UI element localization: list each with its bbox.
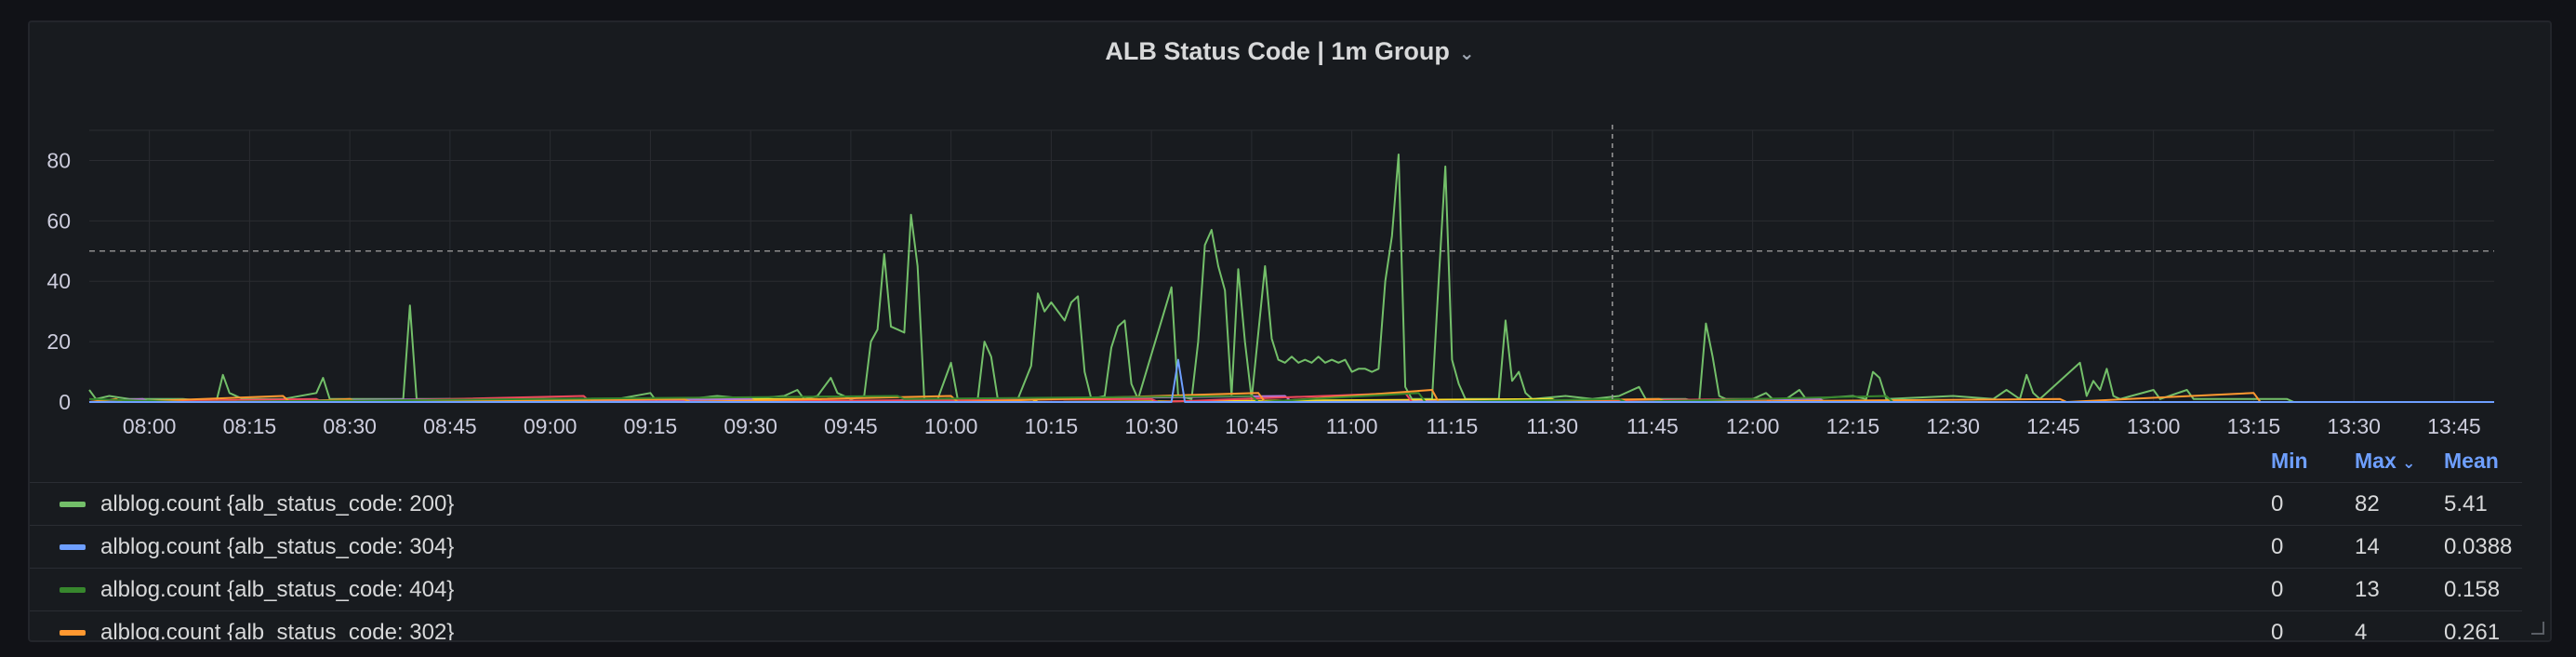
legend-mean-value: 5.41 [2444,491,2488,516]
legend-color-swatch [60,587,86,593]
legend-min-value: 0 [2271,534,2284,559]
y-tick-label: 20 [46,329,71,354]
legend-header-min[interactable]: Min [2271,449,2308,473]
x-tick-label: 12:15 [1826,414,1880,438]
legend-series-name[interactable]: alblog.count {alb_status_code: 200} [100,491,455,516]
panel-title-text: ALB Status Code | 1m Group [1105,37,1450,65]
legend-min-value: 0 [2271,620,2284,642]
legend-row[interactable]: alblog.count {alb_status_code: 404} 0 13 0.… [30,568,2522,611]
chevron-down-icon: ⌄ [2402,454,2416,472]
x-tick-label: 08:30 [323,414,377,438]
y-tick-label: 0 [59,390,71,414]
legend-series-name[interactable]: alblog.count {alb_status_code: 404} [100,577,455,602]
x-tick-label: 11:30 [1526,414,1578,438]
legend-header-mean[interactable]: Mean [2444,449,2499,473]
x-tick-label: 09:15 [624,414,678,438]
x-tick-label: 10:00 [924,414,978,438]
x-tick-label: 13:15 [2227,414,2281,438]
series-line [89,358,2494,403]
legend-row[interactable]: alblog.count {alb_status_code: 304} 0 14 0.… [30,525,2522,569]
x-tick-label: 12:30 [1926,414,1980,438]
x-tick-label: 11:00 [1326,414,1378,438]
x-tick-label: 13:45 [2427,414,2481,438]
legend-max-value: 4 [2355,620,2368,642]
legend-mean-value: 0.261 [2444,620,2501,642]
x-tick-label: 10:15 [1025,414,1079,438]
chevron-down-icon[interactable]: ⌄ [1458,44,1475,64]
x-tick-label: 10:45 [1225,414,1279,438]
x-tick-label: 12:45 [2026,414,2080,438]
x-tick-label: 11:45 [1627,414,1679,438]
resize-handle-icon[interactable] [2531,622,2544,635]
y-tick-label: 80 [46,148,71,172]
x-tick-label: 13:00 [2127,414,2181,438]
legend-min-value: 0 [2271,491,2284,516]
legend-color-swatch [60,630,86,636]
x-tick-label: 08:45 [423,414,477,438]
x-tick-label: 10:30 [1124,414,1178,438]
legend-header-max[interactable]: Max ⌄ [2355,449,2415,474]
y-tick-label: 40 [46,269,71,293]
legend-mean-value: 0.0388 [2444,534,2513,559]
x-tick-label: 08:15 [223,414,277,438]
legend-color-swatch [60,502,86,507]
graph-panel: ALB Status Code | 1m Group ⌄ 0 20 40 60 80 08:… [28,20,2552,642]
y-tick-label: 60 [46,208,71,233]
legend-max-value: 14 [2355,534,2380,559]
panel-title[interactable]: ALB Status Code | 1m Group ⌄ [30,37,2550,66]
x-tick-label: 12:00 [1726,414,1780,438]
x-tick-label: 11:15 [1426,414,1478,438]
legend-min-value: 0 [2271,577,2284,602]
legend-mean-value: 0.158 [2444,577,2501,602]
legend-color-swatch [60,544,86,550]
legend-header-max-label: Max [2355,449,2397,473]
legend-row[interactable]: alblog.count {alb_status_code: 200} 0 82 5.… [30,482,2522,526]
legend-row[interactable]: alblog.count {alb_status_code: 302} 0 4 0.2… [30,610,2522,642]
x-tick-label: 08:00 [123,414,177,438]
legend-max-value: 82 [2355,491,2380,516]
legend-series-name[interactable]: alblog.count {alb_status_code: 302} [100,620,455,642]
x-tick-label: 09:30 [724,414,777,438]
x-tick-label: 09:45 [824,414,878,438]
x-tick-label: 13:30 [2327,414,2381,438]
legend-max-value: 13 [2355,577,2380,602]
legend-series-name[interactable]: alblog.count {alb_status_code: 304} [100,534,455,559]
x-tick-label: 09:00 [524,414,578,438]
series-line [88,392,2494,403]
